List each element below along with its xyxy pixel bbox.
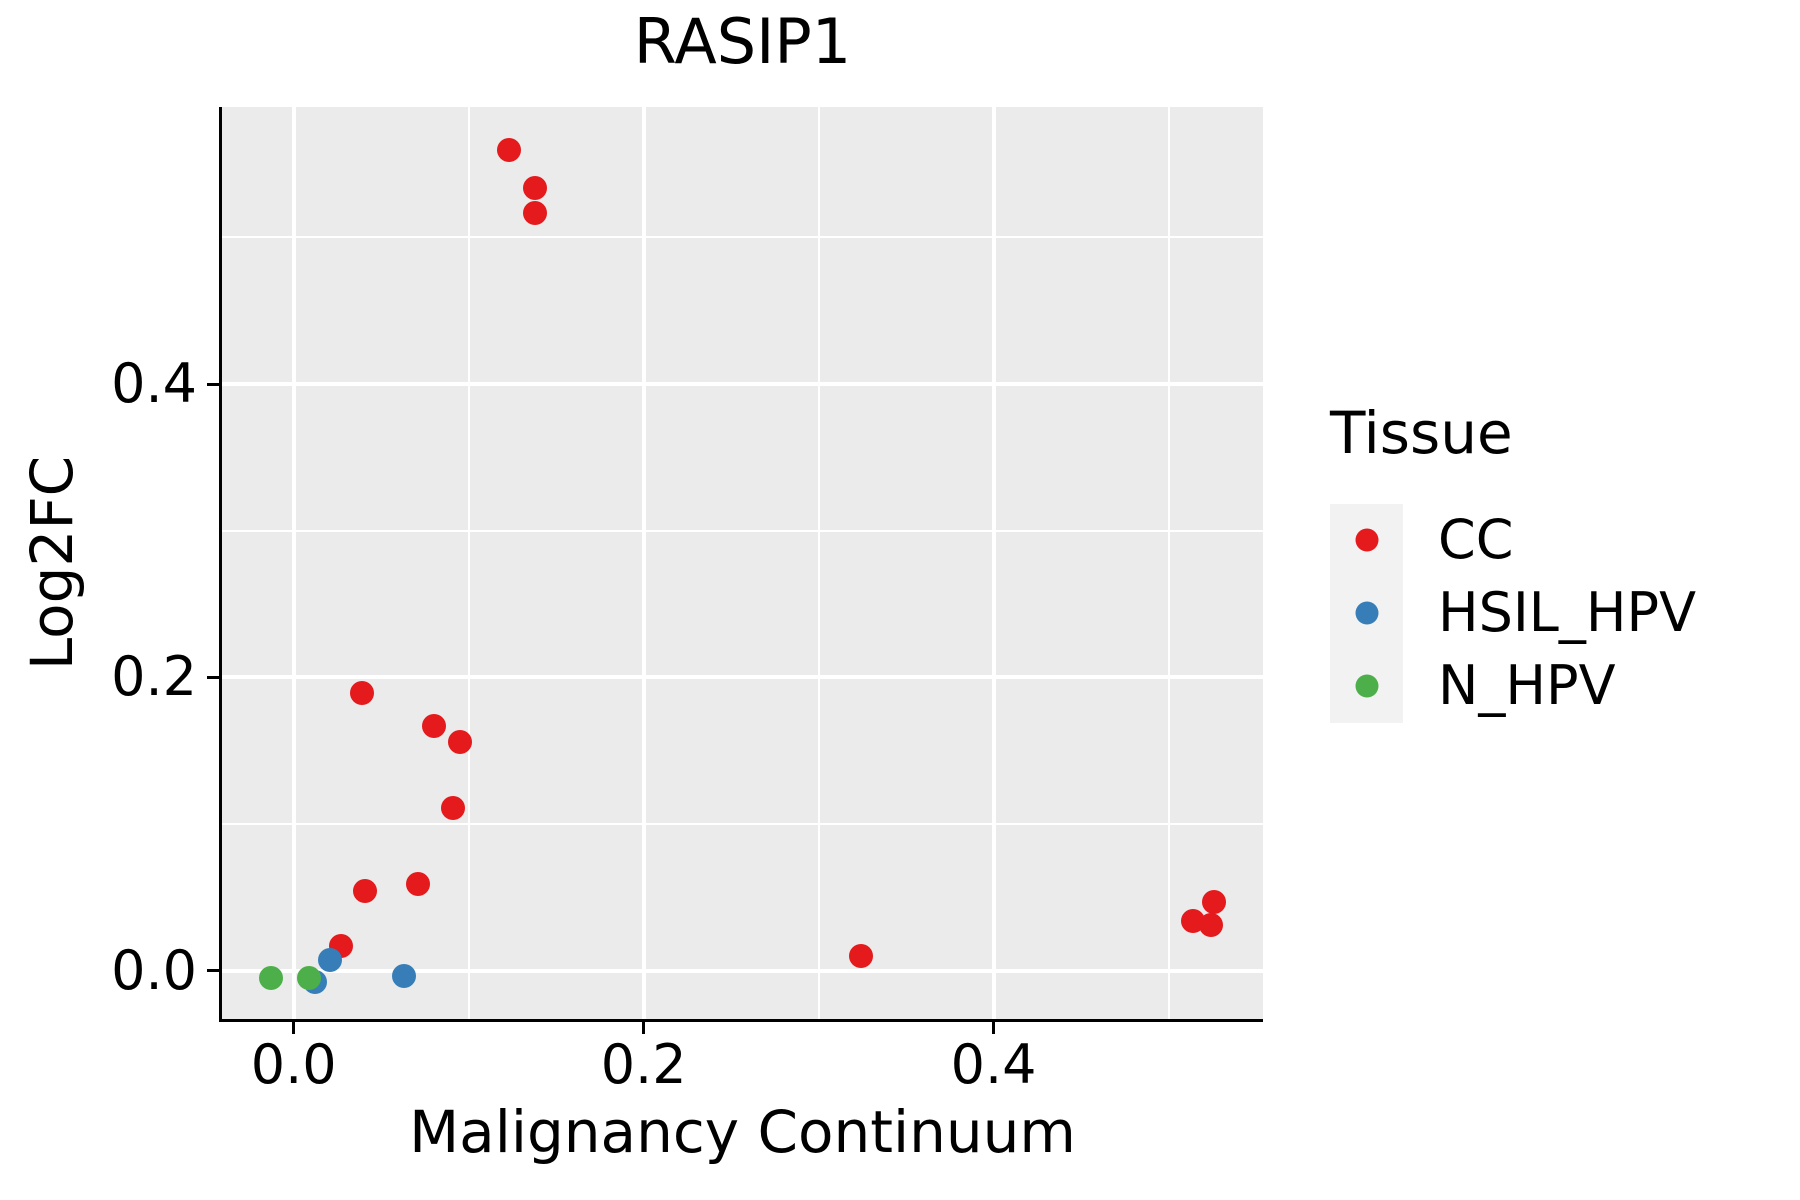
- data-point-n_hpv: [297, 965, 322, 990]
- legend: Tissue CC HSIL_HPV N_HPV: [1330, 400, 1696, 723]
- x-tick-label: 0.2: [600, 1033, 687, 1096]
- y-major-gridline: [222, 382, 1263, 387]
- legend-dot-hsil_hpv: [1355, 601, 1378, 625]
- legend-label-n_hpv: N_HPV: [1438, 654, 1616, 718]
- legend-item-cc: CC: [1330, 503, 1696, 577]
- legend-item-n_hpv: N_HPV: [1330, 649, 1696, 723]
- legend-title: Tissue: [1330, 399, 1513, 467]
- x-minor-gridline: [467, 107, 470, 1019]
- x-tick-label: 0.0: [250, 1033, 337, 1096]
- data-point-cc: [523, 175, 548, 200]
- y-tick-mark: [207, 969, 219, 973]
- y-major-gridline: [222, 968, 1263, 973]
- y-minor-gridline: [222, 236, 1263, 239]
- data-point-cc: [496, 137, 521, 162]
- x-tick-mark: [642, 1022, 646, 1034]
- y-axis-title: Log2FC: [18, 455, 86, 671]
- y-tick-mark: [207, 675, 219, 679]
- x-axis-title: Malignancy Continuum: [409, 1098, 1076, 1166]
- data-point-cc: [353, 879, 378, 904]
- y-major-gridline: [222, 675, 1263, 680]
- x-major-gridline: [641, 107, 646, 1019]
- legend-label-hsil_hpv: HSIL_HPV: [1438, 581, 1697, 645]
- data-point-hsil_hpv: [391, 964, 416, 989]
- x-minor-gridline: [817, 107, 820, 1019]
- data-point-cc: [1198, 913, 1223, 938]
- data-point-n_hpv: [258, 965, 283, 990]
- plot-panel: 0.0 0.2 0.4 0.0 0.2 0.4: [111, 107, 1263, 1092]
- x-tick-label: 0.4: [950, 1033, 1037, 1096]
- data-point-cc: [440, 795, 465, 820]
- y-tick-mark: [207, 382, 219, 386]
- data-point-cc: [405, 872, 430, 897]
- legend-item-hsil_hpv: HSIL_HPV: [1330, 576, 1697, 650]
- data-point-cc: [421, 713, 446, 738]
- legend-key-box: [1330, 503, 1403, 577]
- x-major-gridline: [991, 107, 996, 1019]
- chart-title: RASIP1: [633, 5, 852, 78]
- y-tick-label: 0.4: [111, 352, 197, 416]
- data-point-hsil_hpv: [318, 948, 343, 973]
- x-tick-mark: [992, 1022, 996, 1034]
- y-tick-label: 0.0: [111, 938, 197, 1002]
- data-point-cc: [848, 943, 873, 968]
- y-tick-label: 0.2: [111, 645, 197, 709]
- x-tick-mark: [292, 1022, 296, 1034]
- x-minor-gridline: [1167, 107, 1170, 1019]
- legend-dot-n_hpv: [1355, 674, 1378, 698]
- y-axis-line: [219, 107, 222, 1022]
- x-major-gridline: [291, 107, 296, 1019]
- x-axis-line: [219, 1019, 1263, 1022]
- data-point-cc: [1202, 889, 1226, 914]
- y-minor-gridline: [222, 822, 1263, 825]
- y-minor-gridline: [222, 529, 1263, 532]
- legend-dot-cc: [1355, 528, 1378, 552]
- data-point-cc: [447, 729, 472, 754]
- legend-key-box: [1330, 576, 1403, 650]
- data-point-cc: [349, 681, 374, 706]
- legend-items: CC HSIL_HPV N_HPV: [1330, 503, 1697, 723]
- legend-label-cc: CC: [1438, 508, 1514, 572]
- legend-key-box: [1330, 649, 1403, 723]
- data-point-cc: [523, 200, 548, 225]
